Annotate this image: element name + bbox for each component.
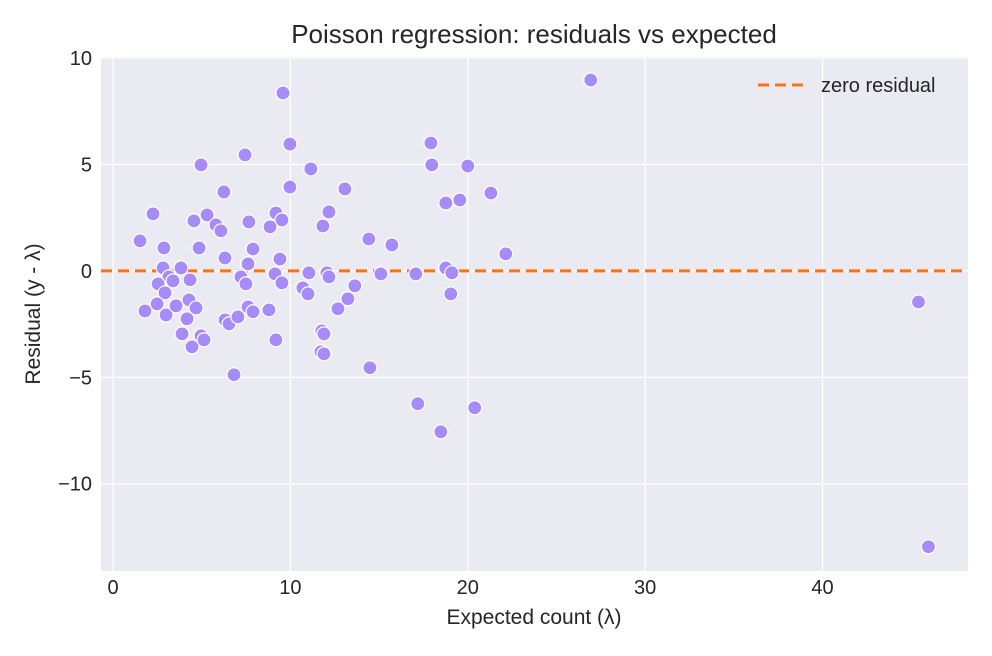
data-point xyxy=(316,346,332,362)
data-point xyxy=(910,294,927,310)
data-point xyxy=(157,285,173,301)
data-point xyxy=(173,260,189,276)
data-point xyxy=(347,278,363,294)
data-point xyxy=(268,332,284,348)
data-point xyxy=(132,233,148,249)
legend-label: zero residual xyxy=(821,75,936,97)
data-point xyxy=(498,246,514,262)
data-point xyxy=(362,360,378,376)
data-point xyxy=(179,311,195,327)
data-point xyxy=(196,332,212,348)
data-point xyxy=(274,212,290,228)
chart-title: Poisson regression: residuals vs expecte… xyxy=(291,19,777,49)
data-point xyxy=(321,204,337,220)
data-point xyxy=(303,161,319,177)
data-point xyxy=(184,339,200,355)
x-tick-label: 20 xyxy=(457,577,479,599)
data-point xyxy=(274,275,290,291)
data-point xyxy=(188,300,204,316)
y-tick-label: −10 xyxy=(58,474,92,496)
data-point xyxy=(452,192,468,208)
data-point xyxy=(245,304,261,320)
data-point xyxy=(410,396,426,412)
data-point xyxy=(186,213,202,229)
data-point xyxy=(213,223,229,239)
data-point xyxy=(433,424,449,440)
data-point xyxy=(262,219,278,235)
data-point xyxy=(165,273,181,289)
data-point xyxy=(216,184,232,200)
y-tick-label: 5 xyxy=(81,154,92,176)
data-point xyxy=(261,302,277,318)
data-point xyxy=(275,85,291,101)
data-point xyxy=(145,206,161,222)
data-point xyxy=(438,195,454,211)
data-point xyxy=(241,214,257,230)
data-point xyxy=(149,296,165,312)
data-point xyxy=(174,326,190,342)
data-point xyxy=(424,157,440,173)
data-point xyxy=(920,539,937,555)
data-point xyxy=(191,240,207,256)
data-point xyxy=(182,272,198,288)
data-point xyxy=(238,276,254,292)
data-point xyxy=(237,147,253,163)
data-point xyxy=(315,218,331,234)
ticks: 0 10 20 30 40 10 5 0 −5 −10 xyxy=(58,48,834,599)
data-point xyxy=(408,266,424,282)
x-tick-label: 10 xyxy=(279,577,301,599)
data-point xyxy=(316,326,332,342)
data-point xyxy=(423,135,439,151)
data-point xyxy=(321,269,337,285)
data-point xyxy=(240,256,256,272)
data-point xyxy=(217,250,233,266)
legend: zero residual xyxy=(758,75,936,97)
data-point xyxy=(373,266,389,282)
y-tick-label: 10 xyxy=(70,48,92,70)
data-point xyxy=(444,265,460,281)
y-tick-label: −5 xyxy=(69,367,92,389)
data-point xyxy=(272,251,288,267)
x-tick-label: 0 xyxy=(107,577,118,599)
data-point xyxy=(282,136,298,152)
data-point xyxy=(460,158,476,174)
data-point xyxy=(245,241,261,257)
data-point xyxy=(158,307,174,323)
data-point xyxy=(337,181,353,197)
data-point xyxy=(583,72,599,88)
x-axis-label: Expected count (λ) xyxy=(446,606,621,629)
data-point xyxy=(193,157,209,173)
data-point xyxy=(467,400,483,416)
x-tick-label: 30 xyxy=(634,577,656,599)
data-point xyxy=(282,179,298,195)
data-point xyxy=(230,309,246,325)
data-point xyxy=(168,298,184,314)
data-point xyxy=(137,303,153,319)
data-point xyxy=(199,207,215,223)
data-point xyxy=(340,291,356,307)
data-point xyxy=(361,231,377,247)
data-point xyxy=(330,301,346,317)
data-point xyxy=(384,237,400,253)
x-tick-label: 40 xyxy=(811,577,833,599)
data-point xyxy=(156,240,172,256)
y-axis-label: Residual (y - λ) xyxy=(22,243,45,384)
y-tick-label: 0 xyxy=(81,261,92,283)
data-point xyxy=(226,367,242,383)
data-point xyxy=(483,185,499,201)
data-point xyxy=(301,265,317,281)
points xyxy=(132,72,937,555)
data-point xyxy=(300,286,316,302)
data-point xyxy=(443,286,459,302)
